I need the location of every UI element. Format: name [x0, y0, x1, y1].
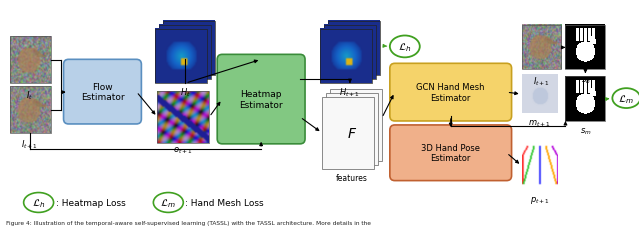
Text: $s_h$: $s_h$	[580, 75, 590, 85]
FancyBboxPatch shape	[390, 125, 511, 181]
Text: $H_{t+1}$: $H_{t+1}$	[339, 86, 360, 98]
Text: $I_t$: $I_t$	[26, 89, 33, 101]
Text: $m_{t+1}$: $m_{t+1}$	[528, 119, 551, 129]
Ellipse shape	[390, 36, 420, 58]
FancyBboxPatch shape	[217, 55, 305, 144]
Bar	[157, 92, 209, 143]
Bar	[566, 25, 605, 70]
FancyBboxPatch shape	[63, 60, 141, 125]
Text: Heatmap
Estimator: Heatmap Estimator	[239, 90, 283, 109]
FancyBboxPatch shape	[390, 64, 511, 122]
Text: : Hand Mesh Loss: : Hand Mesh Loss	[186, 198, 264, 207]
Text: $\mathcal{L}_m$: $\mathcal{L}_m$	[618, 92, 634, 105]
Text: GCN Hand Mesh
Estimator: GCN Hand Mesh Estimator	[417, 83, 485, 102]
Ellipse shape	[154, 193, 183, 213]
Text: $H_t$: $H_t$	[180, 86, 191, 98]
Bar	[163, 21, 215, 76]
Text: Flow
Estimator: Flow Estimator	[81, 83, 124, 102]
Bar	[322, 98, 374, 169]
Text: $I_{t+1}$: $I_{t+1}$	[533, 75, 550, 87]
Ellipse shape	[24, 193, 54, 213]
Bar	[328, 21, 380, 76]
Text: $s_m$: $s_m$	[580, 126, 591, 137]
Bar	[320, 29, 372, 84]
Bar	[522, 25, 561, 70]
Bar	[10, 87, 51, 133]
Text: $F$: $F$	[347, 126, 357, 140]
Bar	[566, 77, 605, 122]
Text: Figure 4: Illustration of the temporal-aware self-supervised learning (TASSL) wi: Figure 4: Illustration of the temporal-a…	[6, 220, 371, 225]
Text: $I_{t+1}$: $I_{t+1}$	[21, 138, 38, 151]
Text: $\mathcal{L}_m$: $\mathcal{L}_m$	[161, 196, 176, 209]
Bar	[330, 90, 382, 161]
Bar	[159, 25, 211, 80]
Text: $\mathcal{L}_h$: $\mathcal{L}_h$	[32, 196, 45, 209]
Ellipse shape	[612, 89, 640, 109]
Bar	[156, 29, 207, 84]
Text: $p_{t+1}$: $p_{t+1}$	[529, 194, 550, 205]
Bar	[326, 94, 378, 165]
Bar	[10, 37, 51, 84]
Text: $o_{t+1}$: $o_{t+1}$	[173, 145, 193, 156]
Text: 3D Hand Pose
Estimator: 3D Hand Pose Estimator	[421, 143, 480, 163]
Text: : Heatmap Loss: : Heatmap Loss	[56, 198, 125, 207]
Text: $\mathcal{L}_h$: $\mathcal{L}_h$	[398, 41, 412, 54]
Text: features: features	[336, 173, 368, 182]
Bar	[324, 25, 376, 80]
